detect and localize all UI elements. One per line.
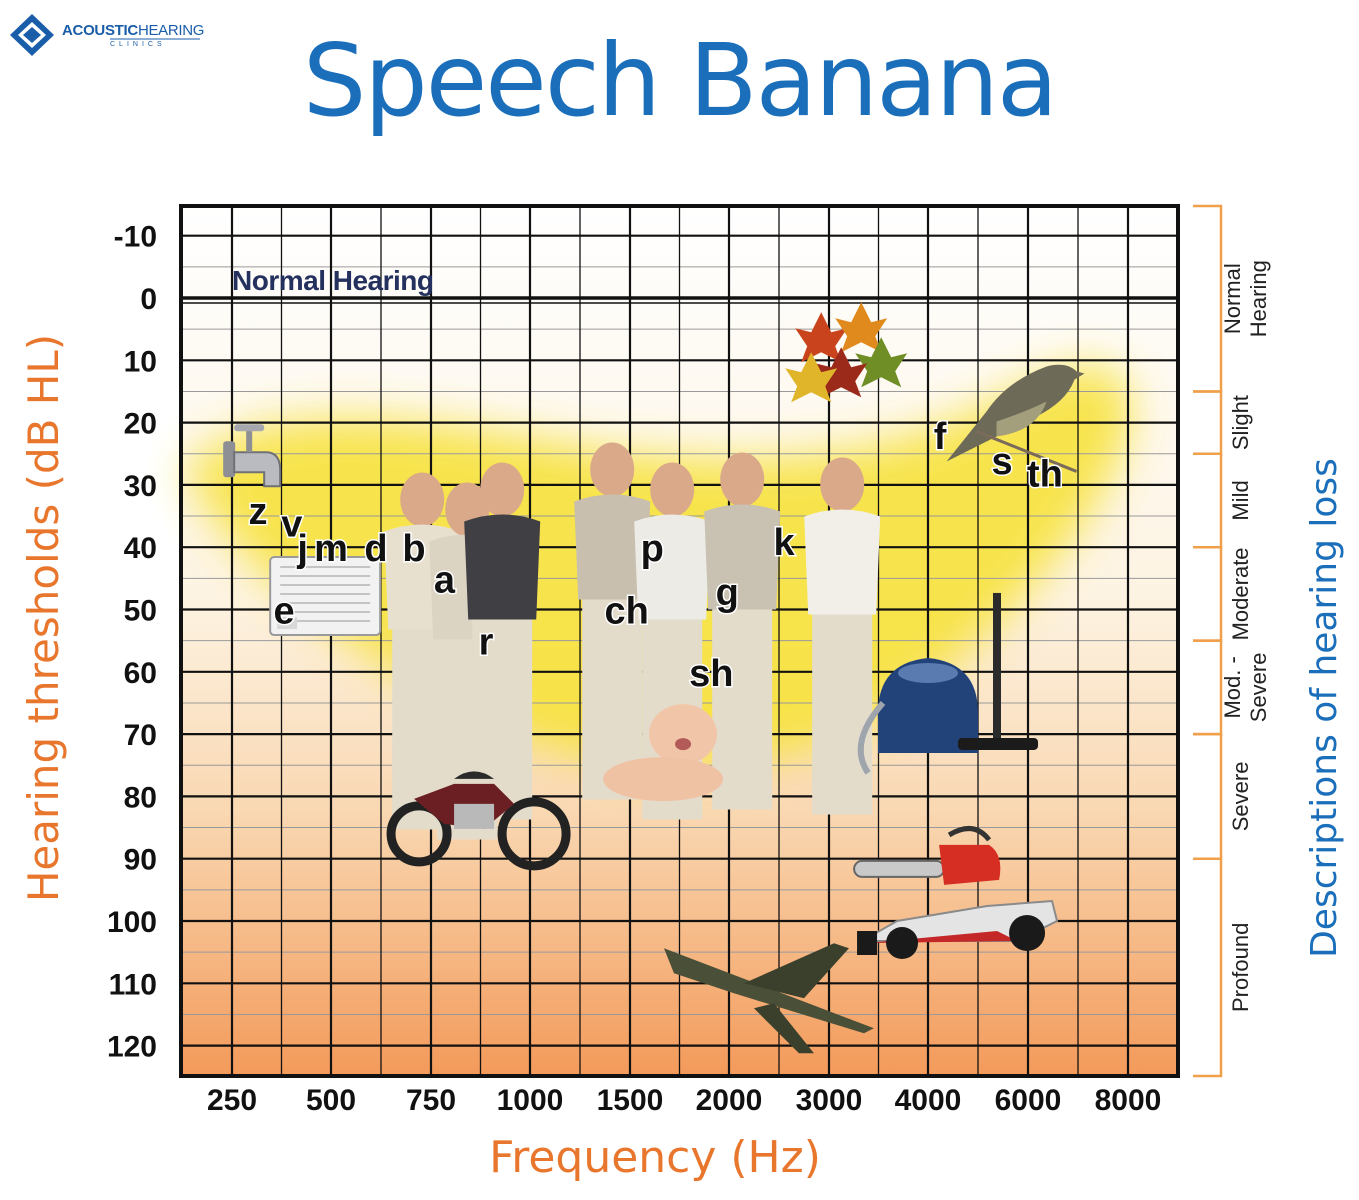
motorcycle-icon xyxy=(386,771,571,871)
x-axis-ticks: 250 500 750 1000 1500 2000 3000 4000 6000 8000 xyxy=(207,1084,1161,1117)
category-label: Normal Hearing xyxy=(1220,260,1271,337)
x-tick-label: 1000 xyxy=(497,1084,564,1117)
speech-sound-v: v xyxy=(281,503,302,545)
y-tick-label: 100 xyxy=(107,906,157,939)
category-label: Moderate xyxy=(1228,547,1253,640)
bracket-moderate xyxy=(1193,545,1223,642)
x-tick-label: 2000 xyxy=(696,1084,763,1117)
chainsaw-icon xyxy=(853,826,1001,885)
y-axis-label: Hearing thresholds (dB HL) xyxy=(19,334,68,902)
x-tick-label: 250 xyxy=(207,1084,257,1117)
dripping-faucet-icon xyxy=(223,424,282,488)
x-tick-label: 6000 xyxy=(995,1084,1062,1117)
speech-sound-f: f xyxy=(934,416,947,458)
logo-diamond-icon xyxy=(10,14,54,56)
race-car-icon xyxy=(857,899,1059,959)
logo-subtitle: CLINICS xyxy=(110,41,166,48)
bracket-normal-hearing xyxy=(1193,204,1223,393)
speech-sound-b: b xyxy=(402,528,425,570)
speech-sound-r: r xyxy=(479,622,494,664)
sound-sources xyxy=(223,302,1085,1054)
bracket-mod-severe xyxy=(1193,639,1223,736)
crying-baby-icon xyxy=(603,704,724,802)
category-label-line: Profound xyxy=(1228,923,1253,1012)
category-label-line: Severe xyxy=(1246,653,1271,723)
logo-wordmark: ACOUSTICHEARING xyxy=(62,22,205,39)
speech-sound-j: j xyxy=(296,528,308,570)
y-tick-label: 80 xyxy=(124,781,157,814)
x-tick-label: 8000 xyxy=(1095,1084,1162,1117)
y-tick-label: 70 xyxy=(124,719,157,752)
speech-sound-a: a xyxy=(434,559,456,601)
y-tick-label: 30 xyxy=(124,470,157,503)
y-tick-label: 20 xyxy=(124,408,157,441)
category-label-line: Slight xyxy=(1228,395,1253,450)
songbird-icon xyxy=(946,364,1085,473)
y-tick-label: 40 xyxy=(124,532,157,565)
speech-sound-k: k xyxy=(773,522,795,564)
jet-plane-icon xyxy=(663,943,874,1054)
category-label-line: Mod. - xyxy=(1220,656,1245,718)
speech-sound-z: z xyxy=(249,491,268,533)
y-tick-label: 120 xyxy=(107,1031,157,1064)
page-title: Speech Banana xyxy=(302,22,1058,139)
speech-sound-g: g xyxy=(716,572,739,614)
category-label-line: Normal xyxy=(1220,263,1245,334)
talking-people-icon xyxy=(384,442,881,840)
category-label-line: Severe xyxy=(1228,762,1253,832)
bracket-mild xyxy=(1193,452,1223,549)
normal-hearing-label: Normal Hearing xyxy=(232,265,434,296)
y-tick-label: 50 xyxy=(124,595,157,628)
rustling-leaves-icon xyxy=(785,302,908,403)
speech-sound-sh: sh xyxy=(689,653,733,695)
category-label: Slight xyxy=(1228,395,1253,450)
category-label-line: Moderate xyxy=(1228,547,1253,640)
plot-frame xyxy=(179,204,1180,1078)
right-axis-label: Descriptions of hearing loss xyxy=(1304,458,1345,958)
category-label: Severe xyxy=(1228,762,1253,832)
category-label: Mod. - Severe xyxy=(1220,653,1271,723)
bracket-slight xyxy=(1193,390,1223,455)
speech-sound-d: d xyxy=(364,528,387,570)
y-tick-label: 0 xyxy=(140,283,157,316)
category-label: Profound xyxy=(1228,923,1253,1012)
y-axis-ticks: -10 0 10 20 30 40 50 60 70 80 90 100 110 120 xyxy=(107,221,157,1064)
category-label-line: Hearing xyxy=(1246,260,1271,337)
y-tick-label: 90 xyxy=(124,844,157,877)
category-label: Mild xyxy=(1228,480,1253,520)
speech-sound-ch: ch xyxy=(605,591,649,633)
y-tick-label: 10 xyxy=(124,345,157,378)
bracket-severe xyxy=(1193,732,1223,860)
bracket-profound xyxy=(1193,857,1223,1078)
speech-sound-th: th xyxy=(1027,453,1063,495)
x-axis-label: Frequency (Hz) xyxy=(489,1132,821,1183)
x-tick-label: 750 xyxy=(406,1084,456,1117)
y-tick-label: 60 xyxy=(124,657,157,690)
brand-logo: ACOUSTICHEARING CLINICS xyxy=(10,12,204,58)
y-tick-label: -10 xyxy=(114,221,157,254)
speech-sound-p: p xyxy=(641,528,664,570)
x-tick-label: 4000 xyxy=(895,1084,962,1117)
speech-sound-s: s xyxy=(991,441,1012,483)
x-tick-label: 3000 xyxy=(796,1084,863,1117)
speech-sound-m: m xyxy=(314,528,348,570)
speech-sound-e: e xyxy=(274,591,295,633)
x-tick-label: 500 xyxy=(306,1084,356,1117)
vacuum-cleaner-icon xyxy=(857,592,1038,775)
x-tick-label: 1500 xyxy=(597,1084,664,1117)
category-label-line: Mild xyxy=(1228,480,1253,520)
speech-sounds: z vj m d b e ar ch p g sh k f s th xyxy=(247,415,1064,697)
air-conditioner-icon xyxy=(269,556,382,637)
y-tick-label: 110 xyxy=(109,968,157,1001)
